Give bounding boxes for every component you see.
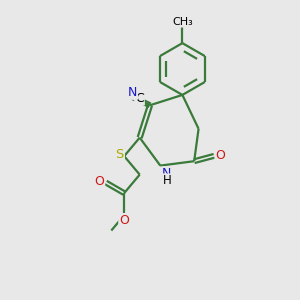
Text: S: S xyxy=(116,148,124,161)
Text: N: N xyxy=(128,86,137,99)
Text: C: C xyxy=(135,92,144,105)
Text: O: O xyxy=(119,214,129,227)
Text: O: O xyxy=(94,175,104,188)
Text: O: O xyxy=(216,149,226,162)
Text: CH₃: CH₃ xyxy=(172,16,193,27)
Text: N: N xyxy=(162,167,172,180)
Text: H: H xyxy=(162,174,171,188)
